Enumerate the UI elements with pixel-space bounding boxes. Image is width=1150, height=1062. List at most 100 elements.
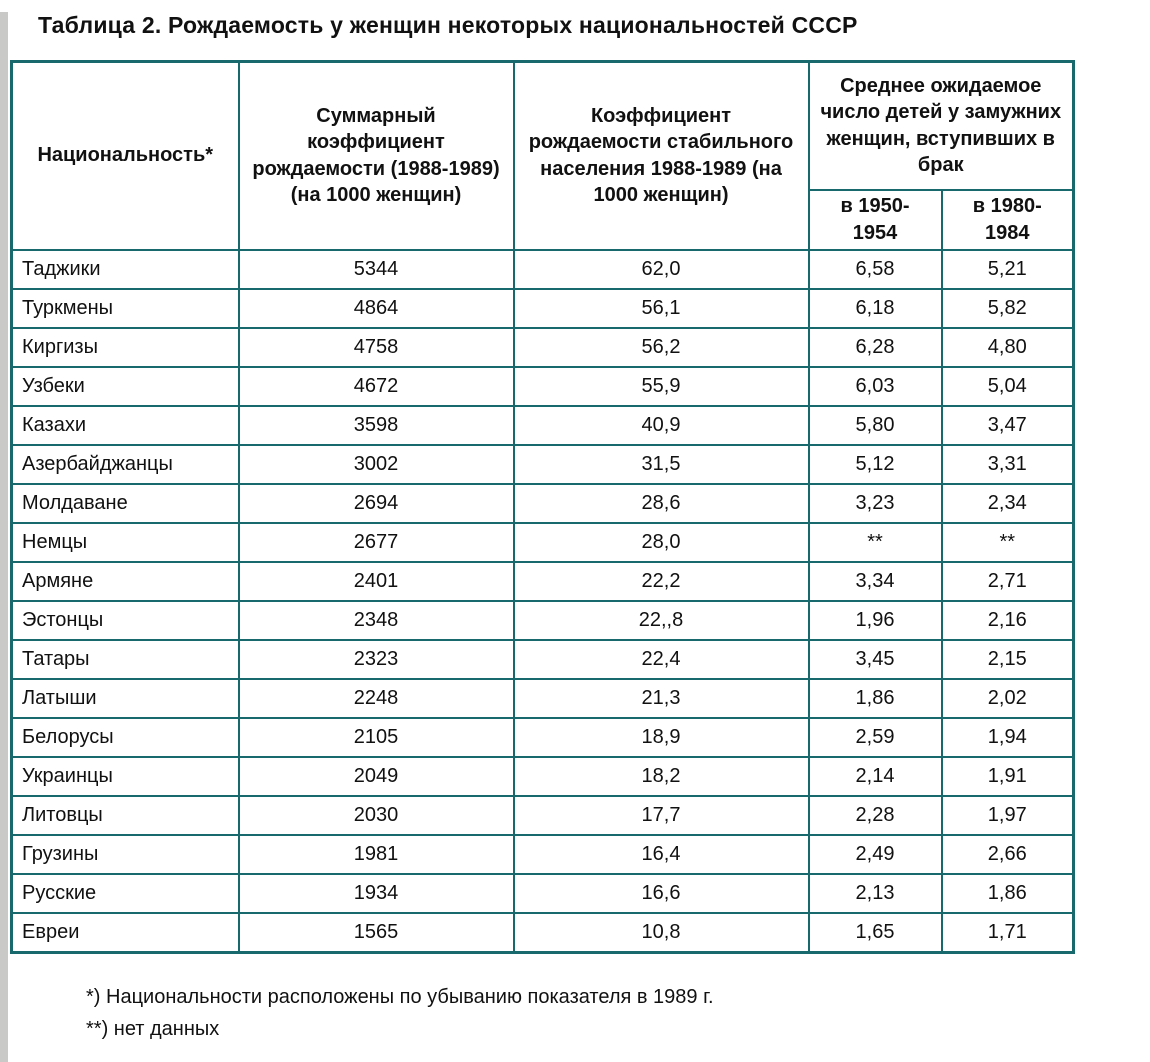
column-header-total-fertility: Суммарный коэффициент рождаемости (1988-…	[237, 60, 515, 251]
page-title: Таблица 2. Рождаемость у женщин некоторы…	[38, 12, 858, 38]
cell-value: 3002	[237, 443, 515, 485]
cell-value: 1,86	[940, 872, 1075, 914]
cell-nationality: Немцы	[10, 521, 240, 563]
cell-value: 22,4	[512, 638, 810, 680]
cell-value: 2248	[237, 677, 515, 719]
table-row: Украинцы 2049 18,2 2,14 1,91	[10, 755, 1075, 797]
cell-value: 2049	[237, 755, 515, 797]
cell-nationality: Евреи	[10, 911, 240, 953]
cell-value: 1,97	[940, 794, 1075, 836]
column-header-expected-children-group: Среднее ожидаемое число детей у замужних…	[807, 60, 1075, 191]
table-row: Армяне 2401 22,2 3,34 2,71	[10, 560, 1075, 602]
cell-value: 3598	[237, 404, 515, 446]
cell-value: 1,96	[807, 599, 943, 641]
cell-value: 6,03	[807, 365, 943, 407]
cell-nationality: Казахи	[10, 404, 240, 446]
cell-value: 2323	[237, 638, 515, 680]
table-row: Киргизы 4758 56,2 6,28 4,80	[10, 326, 1075, 368]
cell-nationality: Молдаване	[10, 482, 240, 524]
cell-value: 2105	[237, 716, 515, 758]
cell-value: 1565	[237, 911, 515, 953]
column-header-married-1950-1954: в 1950-1954	[807, 188, 943, 251]
cell-value: 2694	[237, 482, 515, 524]
cell-value: 22,2	[512, 560, 810, 602]
cell-value: 1981	[237, 833, 515, 875]
cell-value: 16,4	[512, 833, 810, 875]
cell-value: 55,9	[512, 365, 810, 407]
cell-value: 18,2	[512, 755, 810, 797]
cell-nationality: Киргизы	[10, 326, 240, 368]
cell-value: 4,80	[940, 326, 1075, 368]
cell-value: **	[807, 521, 943, 563]
cell-nationality: Белорусы	[10, 716, 240, 758]
cell-value: 2,14	[807, 755, 943, 797]
cell-value: 21,3	[512, 677, 810, 719]
cell-value: 18,9	[512, 716, 810, 758]
cell-nationality: Грузины	[10, 833, 240, 875]
fertility-table: Национальность* Суммарный коэффициент ро…	[10, 60, 1076, 954]
cell-value: 2,34	[940, 482, 1075, 524]
table-row: Таджики 5344 62,0 6,58 5,21	[10, 248, 1075, 290]
cell-value: 5344	[237, 248, 515, 290]
table-row: Молдаване 2694 28,6 3,23 2,34	[10, 482, 1075, 524]
cell-value: 40,9	[512, 404, 810, 446]
cell-value: 2677	[237, 521, 515, 563]
cell-nationality: Литовцы	[10, 794, 240, 836]
cell-value: 2401	[237, 560, 515, 602]
cell-nationality: Таджики	[10, 248, 240, 290]
cell-nationality: Украинцы	[10, 755, 240, 797]
cell-value: 6,28	[807, 326, 943, 368]
cell-value: 3,23	[807, 482, 943, 524]
cell-value: 2,66	[940, 833, 1075, 875]
table-row: Узбеки 4672 55,9 6,03 5,04	[10, 365, 1075, 407]
cell-value: 31,5	[512, 443, 810, 485]
cell-nationality: Эстонцы	[10, 599, 240, 641]
cell-value: **	[940, 521, 1075, 563]
cell-value: 56,2	[512, 326, 810, 368]
table-row: Евреи 1565 10,8 1,65 1,71	[10, 911, 1075, 953]
cell-value: 5,04	[940, 365, 1075, 407]
table-body: Таджики 5344 62,0 6,58 5,21 Туркмены 4864 56,1 6…	[10, 248, 1075, 953]
table-row: Казахи 3598 40,9 5,80 3,47	[10, 404, 1075, 446]
footnote-asterisk: *) Национальности расположены по убывани…	[86, 985, 714, 1008]
cell-nationality: Туркмены	[10, 287, 240, 329]
table-row: Эстонцы 2348 22,,8 1,96 2,16	[10, 599, 1075, 641]
cell-value: 1,91	[940, 755, 1075, 797]
cell-value: 4758	[237, 326, 515, 368]
cell-value: 28,0	[512, 521, 810, 563]
cell-value: 22,,8	[512, 599, 810, 641]
cell-value: 2348	[237, 599, 515, 641]
table-row: Немцы 2677 28,0 ** **	[10, 521, 1075, 563]
cell-value: 2,59	[807, 716, 943, 758]
cell-value: 28,6	[512, 482, 810, 524]
cell-value: 5,80	[807, 404, 943, 446]
column-header-nationality: Национальность*	[10, 60, 240, 251]
column-header-married-1980-1984: в 1980-1984	[940, 188, 1075, 251]
cell-value: 1,65	[807, 911, 943, 953]
footnotes: *) Национальности расположены по убывани…	[86, 981, 1150, 1045]
cell-value: 2030	[237, 794, 515, 836]
table-header: Национальность* Суммарный коэффициент ро…	[10, 60, 1075, 251]
cell-value: 1,86	[807, 677, 943, 719]
cell-nationality: Армяне	[10, 560, 240, 602]
page-left-margin-strip	[0, 12, 8, 1062]
cell-nationality: Азербайджанцы	[10, 443, 240, 485]
cell-value: 56,1	[512, 287, 810, 329]
column-header-stable-population: Коэффициент рождаемости стабильного насе…	[512, 60, 810, 251]
table-row: Белорусы 2105 18,9 2,59 1,94	[10, 716, 1075, 758]
table-row: Литовцы 2030 17,7 2,28 1,97	[10, 794, 1075, 836]
cell-nationality: Латыши	[10, 677, 240, 719]
cell-value: 2,16	[940, 599, 1075, 641]
cell-value: 1,71	[940, 911, 1075, 953]
cell-value: 17,7	[512, 794, 810, 836]
cell-value: 16,6	[512, 872, 810, 914]
cell-value: 5,12	[807, 443, 943, 485]
cell-value: 2,49	[807, 833, 943, 875]
cell-value: 2,02	[940, 677, 1075, 719]
cell-value: 3,34	[807, 560, 943, 602]
cell-nationality: Русские	[10, 872, 240, 914]
cell-nationality: Татары	[10, 638, 240, 680]
footnote-double-asterisk: **) нет данных	[86, 1017, 220, 1040]
cell-value: 3,31	[940, 443, 1075, 485]
cell-value: 2,28	[807, 794, 943, 836]
